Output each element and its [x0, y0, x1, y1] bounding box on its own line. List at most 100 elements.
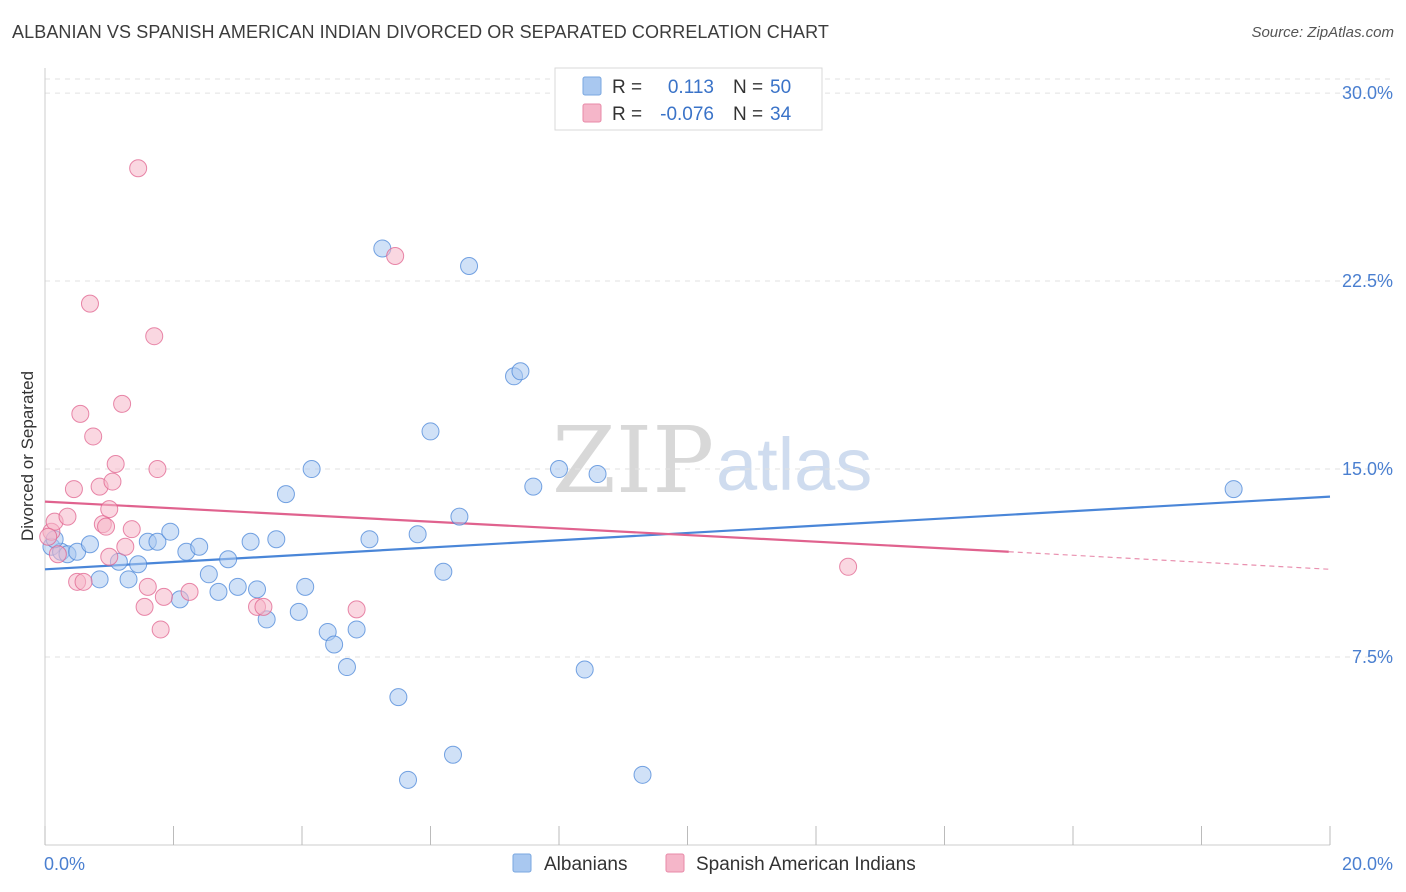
- gridlines: [45, 78, 1393, 658]
- albanian-point: [588, 465, 607, 484]
- albanian-point: [90, 570, 109, 589]
- albanian-point: [289, 602, 308, 621]
- legend-n-value-2: 34: [770, 104, 792, 125]
- legend-n-label-2: N =: [733, 104, 763, 125]
- albanian-point: [119, 570, 138, 589]
- albanian-point: [219, 550, 238, 569]
- albanian-point: [296, 577, 315, 596]
- albanian-point: [276, 485, 295, 504]
- legend-r-value-2: -0.076: [660, 104, 714, 125]
- y-tick-label: 22.5%: [1342, 271, 1393, 291]
- x-tick-label: 20.0%: [1342, 854, 1393, 874]
- legend-r-label-2: R =: [612, 104, 642, 125]
- y-tick-label: 30.0%: [1342, 83, 1393, 103]
- bottom-legend: Albanians Spanish American Indians: [512, 853, 916, 875]
- trend-line-albanians: [44, 495, 1331, 571]
- spanish-american-indian-point: [122, 520, 141, 539]
- spanish-american-indian-point: [151, 620, 170, 639]
- spanish-american-indian-point: [347, 600, 366, 619]
- albanian-point: [408, 525, 427, 544]
- albanian-point: [129, 555, 148, 574]
- legend-r-value-1: 0.113: [668, 77, 714, 98]
- y-tick-label: 15.0%: [1342, 459, 1393, 479]
- spanish-american-indian-point: [100, 500, 119, 519]
- spanish-american-indian-point: [97, 517, 116, 536]
- legend-swatch-spanish-american-indians: [582, 103, 602, 123]
- spanish-american-indian-point: [116, 537, 135, 556]
- albanian-point: [241, 532, 260, 551]
- watermark: ZIP atlas: [552, 407, 872, 514]
- watermark-zip: ZIP: [552, 407, 714, 514]
- albanian-point: [1224, 480, 1243, 499]
- bottom-legend-spanish-american-indians: Spanish American Indians: [696, 854, 916, 875]
- y-tick-labels: 7.5% 15.0% 22.5% 30.0%: [1342, 83, 1393, 667]
- albanian-point: [443, 745, 462, 764]
- data-points: [39, 159, 1243, 789]
- spanish-american-indian-point: [135, 597, 154, 616]
- legend-n-label-1: N =: [733, 77, 763, 98]
- albanian-point: [199, 565, 218, 584]
- albanian-point: [148, 532, 167, 551]
- albanian-point: [550, 460, 568, 479]
- trend-line-extension: [1008, 551, 1331, 570]
- albanian-point: [347, 620, 366, 639]
- bottom-legend-swatch-spanish-american-indians: [665, 853, 685, 873]
- legend-n-value-1: 50: [770, 77, 791, 98]
- spanish-american-indian-point: [64, 480, 83, 499]
- trend-lines: [44, 495, 1331, 571]
- albanian-point: [360, 530, 379, 549]
- watermark-atlas: atlas: [716, 423, 872, 506]
- spanish-american-indian-point: [80, 294, 99, 313]
- axes: [44, 68, 1331, 846]
- albanian-point: [421, 422, 440, 441]
- y-tick-label: 7.5%: [1352, 647, 1393, 667]
- source-label: Source: ZipAtlas.com: [1251, 24, 1394, 41]
- spanish-american-indian-point: [138, 577, 157, 596]
- legend-box: R = 0.113 N = 50 R = -0.076 N = 34: [554, 67, 823, 131]
- spanish-american-indian-point: [129, 159, 148, 178]
- trend-line-spanish-american-indians: [44, 500, 1009, 553]
- albanian-point: [248, 580, 267, 599]
- albanian-point: [325, 635, 344, 654]
- spanish-american-indian-point: [386, 246, 405, 265]
- spanish-american-indian-point: [39, 527, 58, 546]
- albanian-point: [80, 535, 99, 554]
- spanish-american-indian-point: [100, 547, 119, 566]
- albanian-point: [161, 522, 180, 541]
- bottom-legend-albanians: Albanians: [544, 854, 627, 875]
- albanian-point: [337, 658, 356, 677]
- spanish-american-indian-point: [48, 545, 67, 564]
- spanish-american-indian-point: [106, 455, 125, 474]
- spanish-american-indian-point: [839, 557, 858, 576]
- albanian-point: [302, 460, 321, 479]
- x-tick-labels: 0.0% 20.0%: [44, 854, 1393, 874]
- albanian-point: [389, 688, 408, 707]
- albanian-point: [524, 477, 543, 496]
- albanian-point: [450, 507, 469, 526]
- spanish-american-indian-point: [74, 572, 93, 591]
- albanian-point: [575, 660, 594, 679]
- albanian-point: [460, 257, 479, 276]
- albanian-point: [633, 765, 652, 784]
- legend-r-label-1: R =: [612, 77, 642, 98]
- chart-title: ALBANIAN VS SPANISH AMERICAN INDIAN DIVO…: [12, 22, 829, 42]
- albanian-point: [511, 362, 530, 381]
- spanish-american-indian-point: [180, 582, 199, 601]
- spanish-american-indian-point: [148, 460, 167, 479]
- spanish-american-indian-point: [103, 472, 122, 491]
- albanian-point: [228, 577, 247, 596]
- spanish-american-indian-point: [145, 327, 164, 346]
- spanish-american-indian-point: [154, 587, 173, 606]
- bottom-legend-swatch-albanians: [512, 853, 532, 873]
- albanian-point: [434, 562, 453, 581]
- spanish-american-indian-point: [58, 507, 77, 526]
- spanish-american-indian-point: [254, 597, 273, 616]
- y-axis-label: Divorced or Separated: [18, 371, 37, 541]
- spanish-american-indian-point: [71, 404, 90, 423]
- albanian-point: [267, 530, 286, 549]
- spanish-american-indian-point: [84, 427, 103, 446]
- albanian-point: [209, 582, 228, 601]
- albanian-point: [190, 537, 209, 556]
- spanish-american-indian-point: [113, 394, 132, 413]
